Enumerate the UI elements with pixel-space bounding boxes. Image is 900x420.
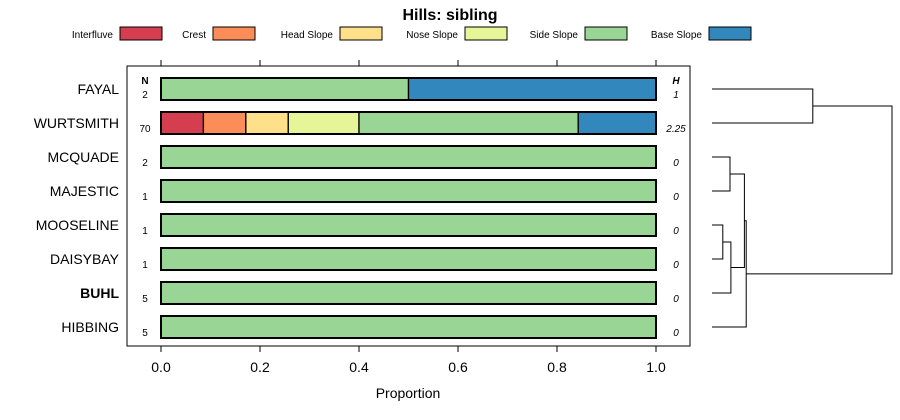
bar-segment-side-slope xyxy=(160,77,410,101)
bar-outline xyxy=(160,179,657,203)
bar-segment-side-slope xyxy=(160,145,657,169)
x-tick-label: 0.4 xyxy=(349,359,369,375)
legend-label: Side Slope xyxy=(530,30,579,41)
x-tick-label: 0.2 xyxy=(250,359,270,375)
bar-outline xyxy=(160,213,657,237)
bar-segment-side-slope xyxy=(160,213,657,237)
bar-outline xyxy=(160,247,657,271)
n-value: 2 xyxy=(142,158,148,169)
h-value: 0 xyxy=(673,226,679,237)
chart-title: Hills: sibling xyxy=(402,7,497,24)
x-tick-label: 0.8 xyxy=(547,359,567,375)
bar-segment-head-slope xyxy=(245,111,289,135)
dendrogram-branch xyxy=(712,241,732,294)
legend-label: Interfluve xyxy=(72,30,114,41)
bar-outline xyxy=(160,145,657,169)
bar-outline xyxy=(160,111,657,135)
plot-panel xyxy=(126,65,691,347)
bar-segment-base-slope xyxy=(577,111,657,135)
dendrogram-branch xyxy=(730,173,745,268)
row-label: WURTSMITH xyxy=(34,115,119,131)
x-axis-label: Proportion xyxy=(376,385,441,401)
h-value: 0 xyxy=(673,328,679,339)
h-value: 2.25 xyxy=(665,124,686,135)
dendrogram-branch xyxy=(712,224,724,260)
legend-label: Nose Slope xyxy=(406,30,458,41)
bar-segment-side-slope xyxy=(160,315,657,339)
legend-swatch xyxy=(708,26,752,41)
dendrogram-branch xyxy=(712,156,731,192)
h-value: 0 xyxy=(673,192,679,203)
row-label: MCQUADE xyxy=(47,149,119,165)
bar-outline xyxy=(160,281,657,305)
legend-swatch xyxy=(339,26,383,41)
x-axis: 0.0 0.2 0.4 0.6 0.8 1.0 xyxy=(151,60,666,375)
row-label: BUHL xyxy=(80,285,119,301)
n-value: 1 xyxy=(142,192,148,203)
h-value: 0 xyxy=(673,158,679,169)
dendrogram xyxy=(712,88,893,328)
bar-segment-side-slope xyxy=(358,111,579,135)
dendrogram-branch xyxy=(712,220,747,328)
row-label: MAJESTIC xyxy=(50,183,119,199)
row-label: MOOSELINE xyxy=(36,217,119,233)
bar-segment-crest xyxy=(202,111,247,135)
bar-segment-nose-slope xyxy=(287,111,360,135)
h-value: 0 xyxy=(673,260,679,271)
dendrogram-branch xyxy=(712,88,814,124)
dendrogram-branch xyxy=(746,105,893,275)
n-value: 2 xyxy=(142,90,148,101)
legend-label: Base Slope xyxy=(651,30,703,41)
legend-label: Head Slope xyxy=(281,30,334,41)
x-tick-label: 0.6 xyxy=(448,359,468,375)
row-label: DAISYBAY xyxy=(50,251,120,267)
x-tick-label: 1.0 xyxy=(646,359,666,375)
legend-label: Crest xyxy=(182,30,206,41)
bar-segment-interfluve xyxy=(160,111,205,135)
legend-swatch xyxy=(119,26,163,41)
x-tick-label: 0.0 xyxy=(151,359,171,375)
legend-swatch xyxy=(584,26,628,41)
legend: Interfluve Crest Head Slope Nose Slope Side … xyxy=(72,26,752,41)
bar-outline xyxy=(160,77,657,101)
row-label: HIBBING xyxy=(61,319,119,335)
n-value: 1 xyxy=(142,260,148,271)
row-label: FAYAL xyxy=(77,81,119,97)
bar-segment-side-slope xyxy=(160,179,657,203)
bar-segment-side-slope xyxy=(160,247,657,271)
n-value: 70 xyxy=(139,124,151,135)
n-value: 5 xyxy=(142,294,148,305)
bar-outline xyxy=(160,315,657,339)
n-value: 5 xyxy=(142,328,148,339)
h-value: 1 xyxy=(673,90,679,101)
h-value: 0 xyxy=(673,294,679,305)
bars: FAYAL 2 1 WURTSMITH 70 2.25 MCQUADE 2 0 MAJESTIC 1… xyxy=(34,77,686,339)
legend-swatch xyxy=(464,26,508,41)
n-value: 1 xyxy=(142,226,148,237)
legend-swatch xyxy=(212,26,256,41)
h-header: H xyxy=(672,76,680,87)
n-header: N xyxy=(141,76,148,87)
bar-segment-side-slope xyxy=(160,281,657,305)
bar-segment-base-slope xyxy=(407,77,657,101)
